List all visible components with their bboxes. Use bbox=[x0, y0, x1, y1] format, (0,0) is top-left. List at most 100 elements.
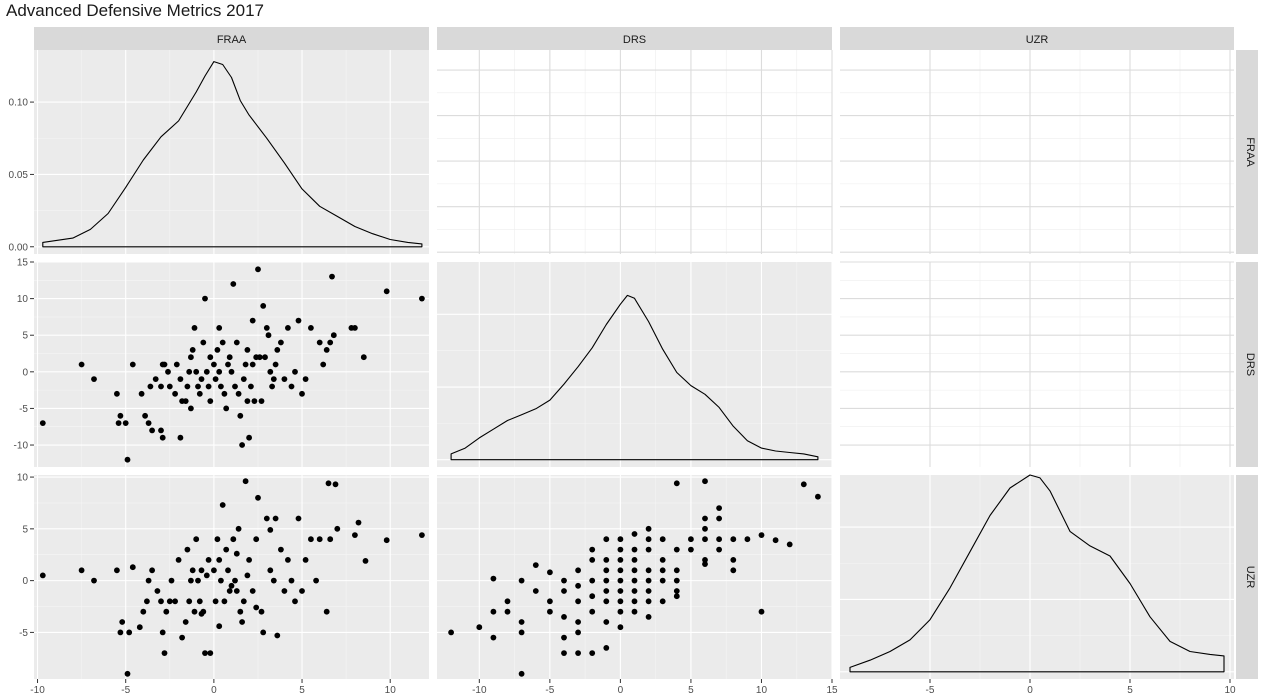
scatter-point bbox=[233, 588, 240, 594]
scatter-point bbox=[251, 398, 258, 404]
scatter-point bbox=[772, 537, 779, 544]
scatter-point bbox=[603, 598, 610, 605]
scatter-point bbox=[117, 412, 124, 419]
scatter-point bbox=[603, 577, 610, 584]
scatter-point bbox=[260, 629, 267, 636]
scatter-point bbox=[152, 376, 159, 382]
scatter-point bbox=[219, 339, 226, 346]
scatter-point bbox=[225, 567, 231, 574]
scatter-point bbox=[631, 557, 638, 563]
scatter-point bbox=[124, 670, 131, 677]
scatter-point bbox=[263, 515, 270, 522]
scatter-point bbox=[168, 577, 175, 584]
strip-top-fraa bbox=[34, 27, 429, 50]
scatter-point bbox=[292, 598, 298, 605]
scatter-point bbox=[161, 361, 168, 368]
scatter-point bbox=[242, 478, 249, 485]
scatter-point bbox=[114, 390, 120, 397]
scatter-point bbox=[237, 412, 244, 419]
scatter-point bbox=[205, 557, 212, 563]
scatter-point bbox=[225, 361, 231, 368]
scatter-point bbox=[645, 546, 652, 553]
scatter-point bbox=[327, 536, 334, 543]
scatter-point bbox=[244, 572, 251, 579]
scatter-point bbox=[292, 368, 298, 375]
scatter-point bbox=[800, 481, 807, 488]
scatter-point bbox=[78, 361, 85, 368]
y-tick-label: 10 bbox=[17, 294, 29, 305]
scatter-point bbox=[631, 588, 638, 594]
scatter-point bbox=[191, 608, 198, 615]
scatter-point bbox=[419, 295, 425, 302]
panel-fraa-drs bbox=[34, 262, 429, 467]
scatter-point bbox=[172, 390, 179, 397]
scatter-point bbox=[645, 536, 652, 543]
scatter-point bbox=[240, 598, 247, 605]
scatter-point bbox=[285, 325, 291, 331]
scatter-point bbox=[272, 515, 279, 522]
scatter-point bbox=[126, 629, 133, 636]
scatter-point bbox=[166, 598, 173, 605]
scatter-point bbox=[228, 582, 235, 589]
scatter-point bbox=[39, 420, 46, 426]
scatter-point bbox=[218, 577, 224, 584]
scatter-point bbox=[166, 383, 173, 390]
scatter-point bbox=[575, 582, 581, 589]
scatter-point bbox=[589, 593, 596, 600]
scatter-point bbox=[122, 420, 129, 426]
scatter-point bbox=[316, 339, 323, 346]
scatter-point bbox=[269, 383, 275, 390]
scatter-point bbox=[295, 317, 302, 324]
scatter-point bbox=[603, 619, 610, 625]
scatter-point bbox=[288, 383, 295, 390]
scatter-point bbox=[216, 368, 223, 375]
scatter-point bbox=[203, 368, 210, 375]
scatter-point bbox=[659, 536, 666, 543]
x-tick-label: -5 bbox=[545, 685, 554, 696]
scatter-point bbox=[504, 598, 511, 605]
scatter-point bbox=[589, 557, 596, 563]
scatter-point bbox=[249, 588, 256, 594]
scatter-point bbox=[302, 557, 309, 563]
scatter-point bbox=[730, 567, 737, 574]
scatter-point bbox=[218, 383, 224, 390]
scatter-point bbox=[323, 347, 330, 353]
x-tick-label: -5 bbox=[926, 685, 935, 696]
scatter-point bbox=[163, 608, 170, 615]
scatter-point bbox=[603, 588, 610, 594]
scatter-point bbox=[235, 525, 242, 532]
scatter-point bbox=[228, 368, 235, 375]
panel-uzr-drs bbox=[840, 262, 1234, 467]
scatter-point bbox=[270, 376, 277, 382]
scatter-point bbox=[267, 368, 274, 375]
scatter-point bbox=[195, 577, 201, 584]
scatter-point bbox=[332, 481, 339, 488]
panel-fraa-uzr bbox=[34, 475, 429, 679]
scatter-point bbox=[561, 634, 567, 641]
scatter-point bbox=[179, 634, 186, 641]
scatter-point bbox=[39, 572, 46, 579]
scatter-point bbox=[216, 325, 223, 331]
scatter-point bbox=[129, 361, 136, 368]
scatter-point bbox=[448, 629, 454, 636]
scatter-point bbox=[145, 577, 152, 584]
scatter-point bbox=[196, 390, 203, 397]
scatter-point bbox=[117, 629, 124, 636]
scatter-point bbox=[631, 531, 638, 537]
scatter-point bbox=[221, 390, 228, 397]
scatter-point bbox=[255, 266, 261, 273]
scatter-point bbox=[617, 608, 624, 615]
scatter-point bbox=[255, 494, 261, 501]
scatter-point bbox=[278, 339, 284, 346]
scatter-point bbox=[147, 383, 154, 390]
scatter-point bbox=[476, 624, 483, 631]
scatter-point bbox=[603, 557, 610, 563]
scatter-point bbox=[518, 619, 525, 625]
scatter-point bbox=[688, 546, 694, 553]
y-tick-label: 0 bbox=[22, 367, 28, 378]
scatter-point bbox=[352, 325, 358, 331]
scatter-point bbox=[188, 405, 194, 412]
density-curve-uzr bbox=[849, 474, 1225, 673]
scatter-point bbox=[207, 650, 214, 656]
scatter-point bbox=[136, 624, 143, 631]
